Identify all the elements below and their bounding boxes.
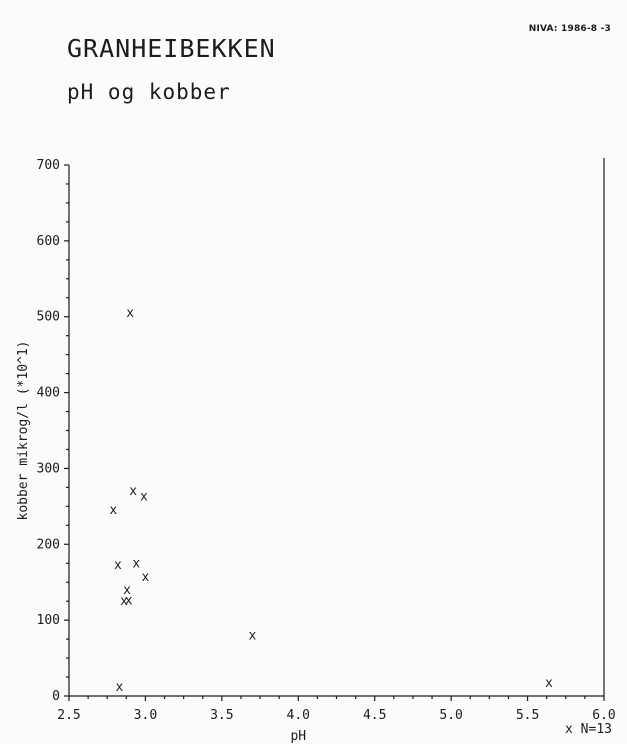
x-tick-label: 3.0 [134,708,157,723]
plot-axes [68,158,605,697]
document-reference: NIVA: 1986-8 -3 [528,24,611,34]
x-tick-label: 4.5 [363,708,386,723]
x-tick-label: 6.0 [592,708,615,723]
data-point: x [249,628,257,643]
y-tick-label: 100 [37,613,60,628]
data-point: x [114,558,122,573]
chart-subtitle: pH og kobber [67,80,231,104]
data-point: x [142,570,150,585]
chart-title: GRANHEIBEKKEN [67,34,276,63]
y-tick-label: 600 [37,234,60,249]
x-tick-label: 2.5 [57,708,80,723]
x-axis-ticks: 2.5 3.0 3.5 4.0 4.5 5.0 5.5 6.0 [57,696,616,723]
x-tick-label: 5.0 [439,708,462,723]
y-tick-label: 700 [37,158,60,173]
data-point: x [126,306,134,321]
y-tick-label: 300 [37,461,60,476]
data-point: x [125,593,133,608]
data-point: x [123,583,131,598]
data-point: x [116,680,124,695]
data-point: x [140,489,148,504]
y-tick-label: 0 [52,689,60,704]
y-tick-label: 500 [37,310,60,325]
legend-count: x N=13 [565,722,612,737]
data-point: x [120,594,128,609]
data-point: x [545,676,553,691]
data-point: x [109,503,117,518]
y-axis-label: kobber mikrog/l (*10^1) [16,340,31,520]
data-point: x [129,484,137,499]
data-point: x [132,556,140,571]
x-tick-label: 4.0 [287,708,310,723]
x-tick-label: 3.5 [210,708,233,723]
y-tick-label: 200 [37,537,60,552]
y-tick-label: 400 [37,386,60,401]
y-axis-ticks: 0 100 200 300 400 500 600 700 [37,158,69,704]
x-axis-label: pH [290,729,306,744]
x-tick-label: 5.5 [516,708,539,723]
